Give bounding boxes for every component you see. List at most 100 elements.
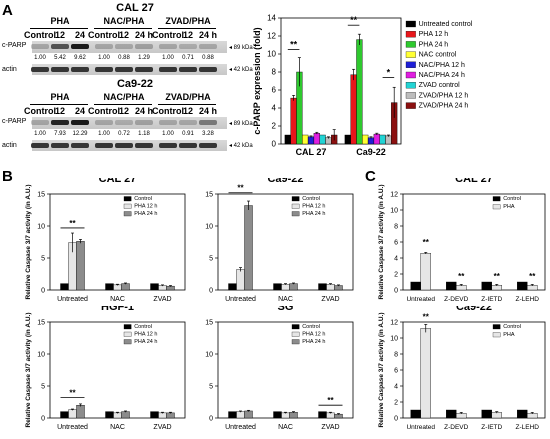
y-tick-label: 15 <box>37 192 45 199</box>
y-tick-label: 2 <box>272 122 277 131</box>
blot-band-actin <box>51 143 69 148</box>
quant-value: 5.42 <box>54 55 66 61</box>
blot-lane-label: 24 h <box>198 30 217 40</box>
bar <box>60 411 69 419</box>
quant-value: 1.29 <box>138 55 150 61</box>
bar <box>121 411 130 419</box>
blot-lane-label: 12 <box>182 106 193 116</box>
legend-label: Control <box>134 324 152 330</box>
legend-label: NAC control <box>419 52 457 59</box>
blot-band-cparp <box>135 44 153 49</box>
legend-label: Control <box>503 324 521 330</box>
bar <box>491 412 502 419</box>
bar <box>236 269 245 291</box>
blot-row-label-actin: actin <box>2 66 17 73</box>
x-category-label: Z-IETD <box>481 424 502 431</box>
y-axis-label: Relative Caspase 3/7 activity (in A.U.) <box>378 184 385 299</box>
bar <box>410 409 421 419</box>
legend-swatch <box>123 331 132 337</box>
bar <box>302 134 309 145</box>
blot-lane-label: 24 <box>74 30 85 40</box>
bar <box>350 74 357 145</box>
y-axis-label: Relative Caspase 3/7 activity (in A.U.) <box>25 184 32 299</box>
legend-label: NAC/PHA 12 h <box>419 62 465 69</box>
significance-marker: ** <box>529 272 536 281</box>
legend-swatch <box>291 339 300 345</box>
legend-label: ZVAD/PHA 12 h <box>419 92 469 99</box>
x-category-label: ZVAD <box>153 424 171 431</box>
x-category-label: Untreated <box>57 296 88 303</box>
legend-label: PHA 24 h <box>419 41 449 48</box>
bar <box>379 134 386 145</box>
blot-band-actin <box>179 67 197 72</box>
legend-label: PHA 12 h <box>302 332 325 338</box>
panel-label-b: B <box>2 168 13 185</box>
blot-group-label: PHA <box>50 16 70 26</box>
significance-marker: ** <box>237 184 244 193</box>
blot-band-actin <box>95 143 113 148</box>
x-category-label: Z-LEHD <box>516 296 540 303</box>
blot-band-actin <box>199 143 217 148</box>
y-tick-label: 10 <box>205 224 213 231</box>
bar <box>410 281 421 291</box>
bar <box>481 409 492 419</box>
y-tick-label: 5 <box>41 384 45 391</box>
quant-value: 1.00 <box>34 55 46 61</box>
bar <box>273 411 282 419</box>
bar <box>289 283 298 291</box>
blot-band-cparp <box>95 44 113 49</box>
x-category-label: Z-IETD <box>481 296 502 303</box>
bar <box>150 283 159 291</box>
bar <box>273 283 282 291</box>
blot-band-cparp <box>31 44 49 49</box>
blot-band-cparp <box>115 120 133 125</box>
bar <box>318 411 327 419</box>
quant-value: 3.28 <box>202 131 214 137</box>
x-category-label: Ca9-22 <box>356 147 386 157</box>
y-tick-label: 10 <box>267 50 276 59</box>
legend-swatch <box>291 196 300 202</box>
group-underline <box>94 104 152 105</box>
legend-swatch <box>123 211 132 217</box>
blot-band-cparp <box>31 120 49 125</box>
quant-value: 0.88 <box>118 55 130 61</box>
blot-title: CAL 27 <box>116 2 154 14</box>
blot-band-actin <box>159 67 177 72</box>
bar <box>420 252 431 291</box>
bar <box>228 411 237 419</box>
bar <box>105 411 114 419</box>
y-tick-label: 10 <box>37 352 45 359</box>
legend-label: PHA 24 h <box>134 339 157 345</box>
legend-swatch <box>123 203 132 209</box>
bar <box>68 409 77 419</box>
blot-lane-label: Control <box>152 30 184 40</box>
y-tick-label: 0 <box>41 416 45 423</box>
y-tick-label: 5 <box>209 384 213 391</box>
legend-swatch <box>405 20 416 28</box>
bar <box>150 411 159 419</box>
bar <box>313 132 320 145</box>
y-tick-label: 6 <box>272 86 277 95</box>
group-underline <box>30 104 88 105</box>
legend-swatch <box>291 324 300 330</box>
y-tick-label: 4 <box>394 384 398 391</box>
legend-swatch <box>492 196 501 202</box>
blot-band-actin <box>199 67 217 72</box>
plot-frame <box>49 321 186 419</box>
y-tick-label: 0 <box>272 140 277 149</box>
bar <box>158 412 167 419</box>
bar <box>334 285 343 291</box>
blot-band-actin <box>71 67 89 72</box>
blot-group-label: ZVAD/PHA <box>165 16 211 26</box>
x-category-label: Untreated <box>406 424 435 431</box>
kda-marker-89: ◂ 89 kDa <box>229 121 253 127</box>
blot-band-actin <box>115 143 133 148</box>
plot-frame <box>280 17 402 145</box>
blot-band-cparp <box>199 120 217 125</box>
bar <box>281 412 290 419</box>
y-tick-label: 0 <box>209 416 213 423</box>
quant-value: 0.88 <box>202 55 214 61</box>
y-tick-label: 5 <box>209 256 213 263</box>
bar <box>105 283 114 291</box>
legend-swatch <box>405 102 416 109</box>
